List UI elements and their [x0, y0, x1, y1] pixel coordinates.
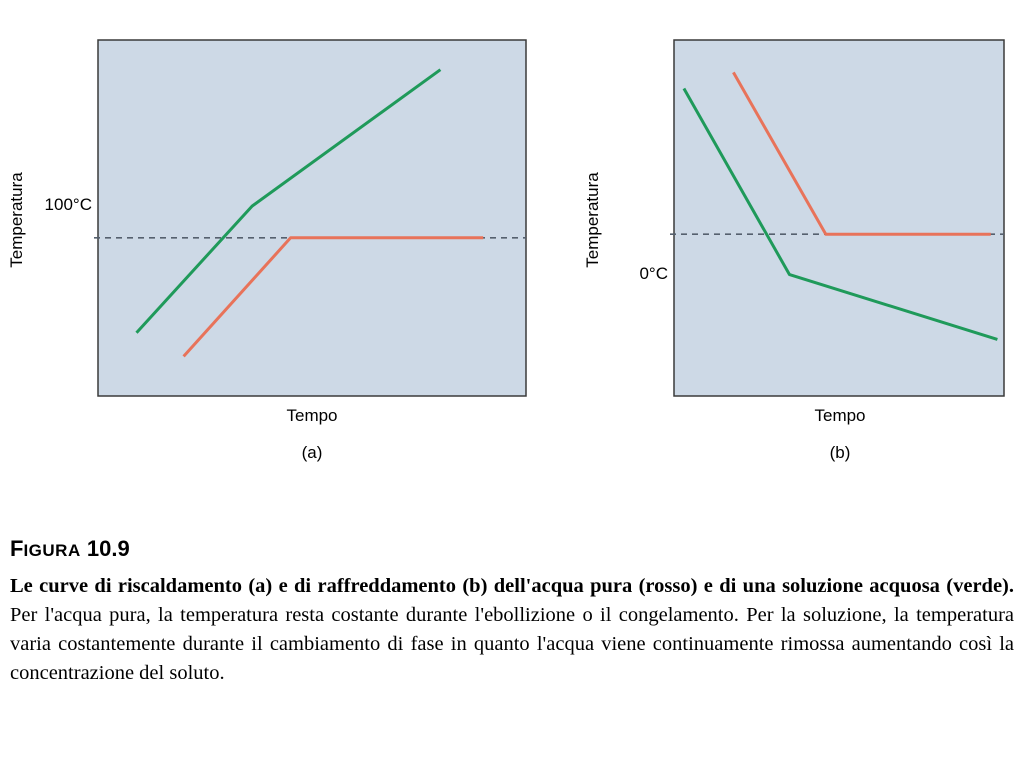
- figure-caption-text: Per l'acqua pura, la temperatura resta c…: [10, 604, 1014, 684]
- panel-a: 100°C Temperatura Tempo (a): [7, 39, 527, 462]
- figure-title-caps: IGURA: [23, 541, 81, 560]
- panel-b-pure-water-line: [732, 71, 991, 236]
- figure-number: 10.9: [86, 536, 130, 561]
- panel-a-plot-area: [97, 39, 527, 397]
- figure-caption: Le curve di riscaldamento (a) e di raffr…: [10, 572, 1014, 688]
- panel-a-label: (a): [302, 443, 323, 462]
- panel-b-label: (b): [830, 443, 851, 462]
- panel-a-pure-water-line: [182, 236, 484, 358]
- panel-a-solution-line: [135, 68, 442, 334]
- panel-a-x-axis-label: Tempo: [286, 406, 337, 425]
- figure-caption-bold: Le curve di riscaldamento (a) e di raffr…: [10, 575, 1014, 597]
- panel-b: 0°C Temperatura Tempo (b): [583, 39, 1005, 462]
- panel-a-marks: [94, 68, 526, 358]
- panel-b-marks: [670, 71, 1004, 341]
- panel-b-x-axis-label: Tempo: [814, 406, 865, 425]
- figure-title-lead: F: [10, 536, 24, 561]
- panel-b-solution-line: [682, 87, 998, 341]
- panel-a-reference-label: 100°C: [45, 195, 92, 214]
- panel-b-reference-label: 0°C: [639, 264, 668, 283]
- panel-a-y-axis-label: Temperatura: [7, 172, 26, 268]
- panel-b-y-axis-label: Temperatura: [583, 172, 602, 268]
- panel-b-plot-area: [673, 39, 1005, 397]
- figure-chart: 100°C Temperatura Tempo (a) 0°C Temperat…: [7, 39, 1005, 462]
- figure-title: FIGURA 10.9: [10, 538, 130, 560]
